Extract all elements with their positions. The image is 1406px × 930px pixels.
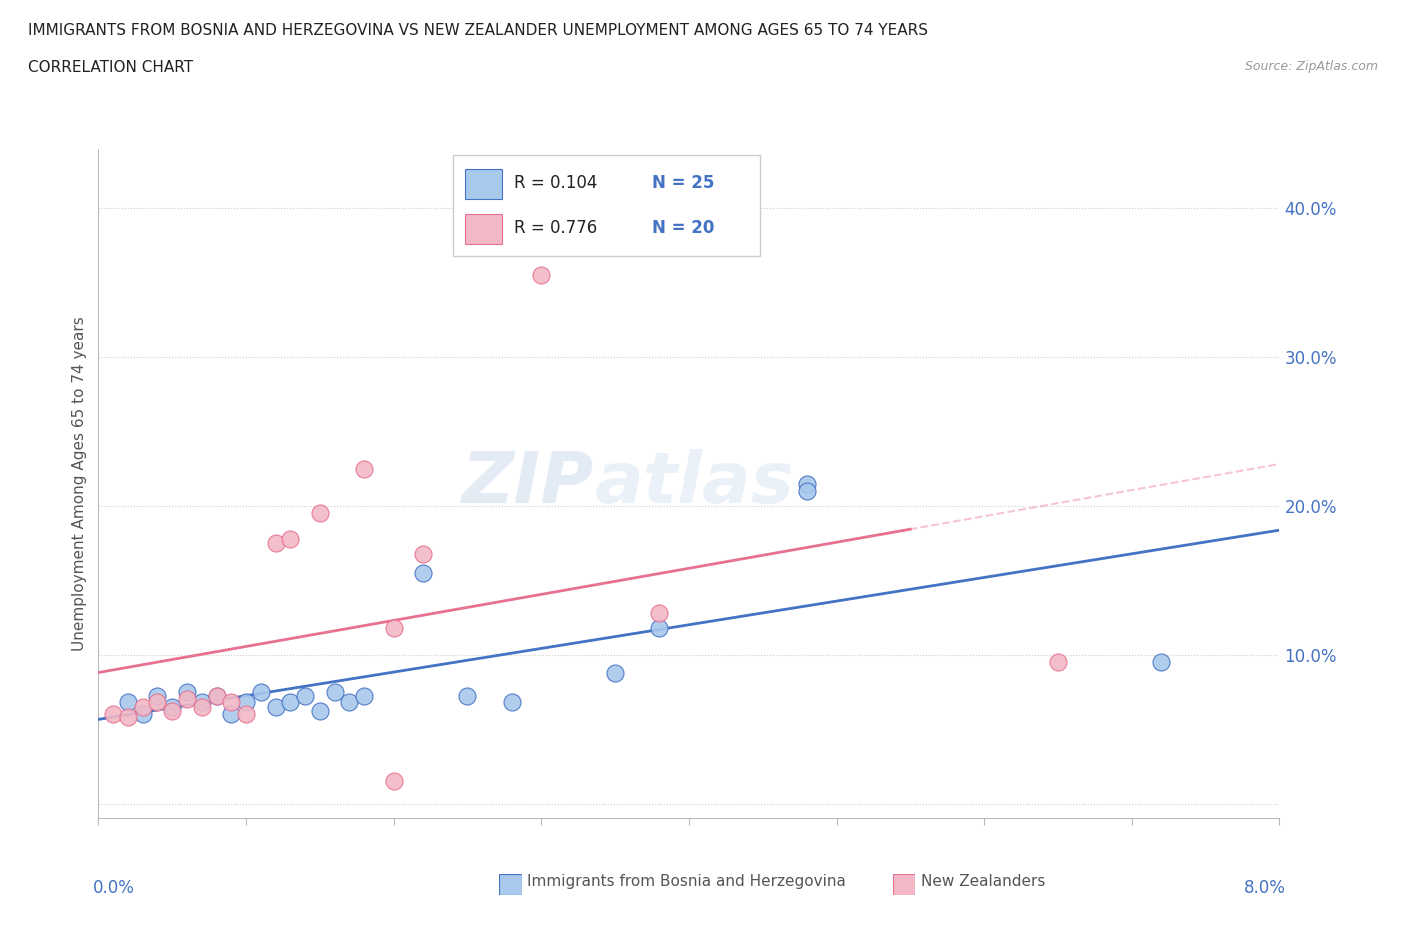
Point [205,689,228,704]
Point [382,620,405,635]
Point [146,689,169,704]
Point [382,774,405,789]
Point [648,620,671,635]
Point [132,699,155,714]
Point [412,546,434,561]
Point [250,684,273,699]
Point [501,695,523,710]
Text: Source: ZipAtlas.com: Source: ZipAtlas.com [1244,60,1378,73]
Point [1150,655,1173,670]
Point [219,707,242,722]
Point [796,484,818,498]
FancyBboxPatch shape [893,874,915,895]
Text: atlas: atlas [595,449,794,518]
Point [235,707,257,722]
Point [308,506,332,521]
Point [162,704,183,719]
Point [337,695,360,710]
Point [176,692,198,707]
Point [412,565,434,580]
Point [278,531,302,546]
Point [191,695,214,710]
Text: New Zealanders: New Zealanders [921,874,1045,889]
Text: CORRELATION CHART: CORRELATION CHART [28,60,193,75]
Text: ZIP: ZIP [463,449,595,518]
Text: 8.0%: 8.0% [1243,879,1285,897]
Point [1046,655,1069,670]
Point [308,704,332,719]
Point [205,689,228,704]
Point [353,461,375,476]
Point [796,476,818,491]
Point [605,665,627,680]
Text: IMMIGRANTS FROM BOSNIA AND HERZEGOVINA VS NEW ZEALANDER UNEMPLOYMENT AMONG AGES : IMMIGRANTS FROM BOSNIA AND HERZEGOVINA V… [28,23,928,38]
Point [176,684,198,699]
Point [191,699,214,714]
Point [162,699,183,714]
Point [648,605,671,620]
Point [264,536,287,551]
Point [235,695,257,710]
Point [294,689,316,704]
Point [530,268,553,283]
Point [278,695,302,710]
Point [323,684,346,699]
Text: 0.0%: 0.0% [93,879,135,897]
Point [103,707,125,722]
Text: Immigrants from Bosnia and Herzegovina: Immigrants from Bosnia and Herzegovina [527,874,846,889]
Point [146,695,169,710]
Point [117,695,139,710]
Point [132,707,155,722]
FancyBboxPatch shape [499,874,522,895]
Point [456,689,478,704]
Y-axis label: Unemployment Among Ages 65 to 74 years: Unemployment Among Ages 65 to 74 years [72,316,87,651]
Point [219,695,242,710]
Point [264,699,287,714]
Point [117,710,139,724]
Point [353,689,375,704]
